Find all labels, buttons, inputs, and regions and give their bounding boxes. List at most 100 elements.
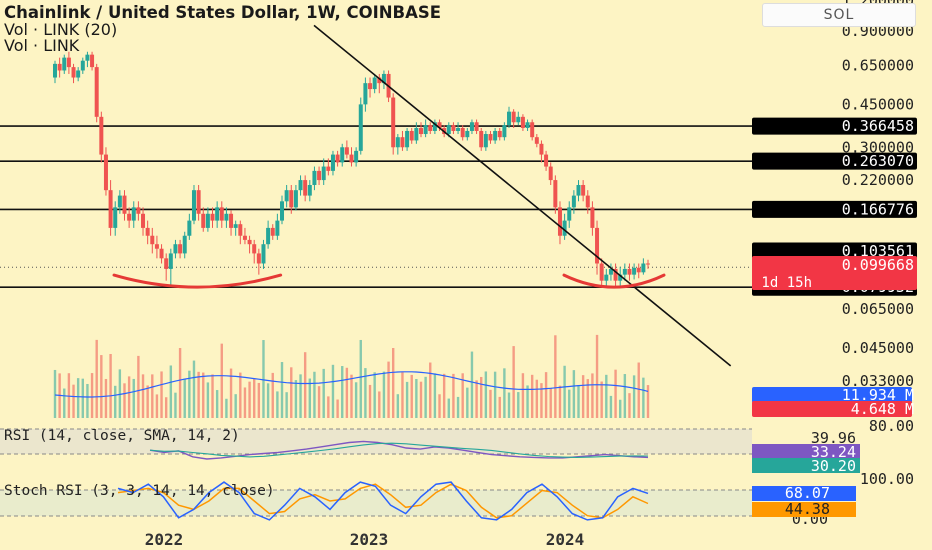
volume-bar	[118, 369, 122, 418]
volume-bar	[577, 385, 580, 418]
volume-bar	[225, 398, 228, 418]
candle-body	[76, 70, 81, 78]
volume-bar	[605, 374, 608, 418]
candle-body	[270, 227, 275, 236]
bottom-arc-0	[112, 273, 283, 289]
volume-bar	[76, 378, 80, 418]
candle-body	[446, 125, 451, 135]
volume-bar	[331, 364, 335, 418]
candle-body	[136, 207, 141, 214]
candle-body	[479, 130, 484, 148]
level-badge-2-bg	[752, 200, 917, 218]
volume-bar	[568, 389, 571, 418]
candle-body	[548, 166, 553, 181]
volume-bar	[512, 346, 515, 418]
volume-bar	[90, 373, 94, 418]
volume-bar	[442, 373, 446, 418]
candle-body	[423, 125, 428, 135]
candle-body	[544, 154, 549, 167]
candle-body	[377, 77, 382, 84]
candle-body	[502, 125, 507, 138]
volume-bar	[109, 354, 112, 418]
volume-bar	[396, 394, 400, 418]
level-badge-1-bg	[752, 152, 917, 170]
candle-body	[344, 147, 349, 155]
candle-body	[465, 130, 470, 138]
volume-bar	[521, 373, 525, 418]
level-badge-2: 0.166776	[842, 200, 914, 218]
candle-body	[178, 244, 183, 254]
volume-bar	[350, 374, 353, 418]
volume-bar	[276, 391, 279, 418]
chart-title: Chainlink / United States Dollar, 1W, CO…	[4, 3, 442, 22]
candle-body	[131, 207, 136, 221]
stoch-k-line	[117, 481, 649, 521]
volume-bar	[591, 373, 594, 418]
candle-body	[191, 190, 196, 221]
volume-bar	[433, 373, 437, 418]
volume-bar	[480, 376, 483, 418]
volume-bar	[498, 396, 501, 418]
candle-body	[418, 127, 423, 135]
volume-bar	[146, 385, 149, 418]
candle-body	[233, 224, 238, 228]
candle-body	[590, 207, 595, 228]
candle-body	[307, 185, 312, 196]
volume-bar	[123, 383, 126, 418]
volume-bar	[470, 351, 474, 418]
stoch-rsi-pane: Stoch RSI (3, 3, 14, 14, close)100.000.0…	[0, 470, 914, 528]
candle-body	[553, 180, 558, 208]
volume-bar	[642, 377, 645, 418]
candle-body	[187, 220, 192, 236]
level-badge-0-bg	[752, 117, 917, 135]
volume-bar	[211, 374, 214, 418]
rsi-band	[0, 429, 752, 454]
symbol-box[interactable]: SOL	[762, 3, 916, 27]
candle-body	[145, 227, 150, 236]
candle-body	[256, 253, 261, 264]
candle-body	[210, 213, 215, 221]
volume-bar	[507, 392, 511, 418]
candle-body	[108, 190, 113, 228]
candle-body	[349, 154, 354, 163]
price-axis: 1.6000001.2000000.9000000.6500000.450000…	[752, 0, 917, 419]
volume-bar	[405, 381, 409, 418]
candle-body	[474, 122, 479, 131]
candle-body	[567, 207, 572, 221]
rsi-line	[149, 440, 649, 460]
candle-body	[113, 207, 118, 228]
stoch-title: Stoch RSI (3, 3, 14, 14, close)	[4, 483, 275, 499]
volume-bar	[364, 368, 367, 418]
candle-body	[534, 137, 539, 144]
price-tick-label: 0.045000	[842, 339, 914, 357]
candle-body	[497, 130, 502, 138]
volume-bar	[609, 395, 613, 418]
volume-ma-line	[54, 371, 649, 398]
high-badge-bg	[752, 242, 917, 260]
volume-bar	[382, 371, 386, 418]
candle-body	[122, 195, 127, 214]
candle-body	[196, 190, 201, 214]
volume-bar	[600, 381, 603, 418]
volume-bar	[104, 378, 108, 418]
candle-body	[585, 195, 590, 208]
volume-bar	[257, 382, 261, 418]
volume-bar	[503, 368, 506, 418]
volume-bar	[266, 383, 270, 418]
volume-bar	[628, 393, 631, 418]
volume-bar	[151, 374, 154, 418]
price-tick-label: 0.650000	[842, 56, 914, 74]
candle-body	[238, 224, 243, 236]
volume-bar	[637, 362, 640, 418]
candle-body	[372, 77, 377, 90]
volume-bar	[419, 381, 423, 418]
volume-bar	[526, 385, 529, 418]
volume-bar	[294, 380, 298, 418]
candle-body	[280, 201, 285, 221]
candle-body	[85, 54, 90, 61]
volume-bar	[415, 378, 418, 418]
volume-legend-secondary: Vol · LINK	[4, 36, 80, 55]
volume-bar	[387, 361, 390, 418]
volume-bar	[188, 370, 191, 418]
